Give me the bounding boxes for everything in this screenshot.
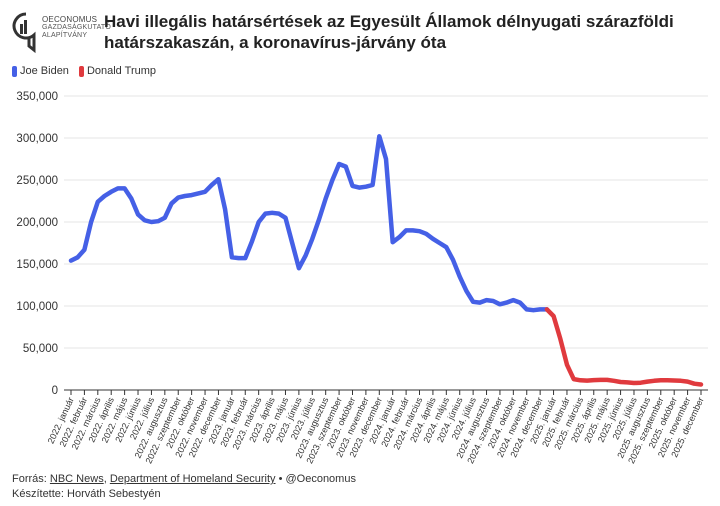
logo-mark-icon bbox=[12, 12, 36, 54]
chart-legend: Joe Biden Donald Trump bbox=[12, 65, 156, 77]
footer: Forrás: NBC News, Department of Homeland… bbox=[12, 472, 356, 502]
y-tick-label: 150,000 bbox=[16, 259, 58, 271]
y-tick-label: 250,000 bbox=[16, 175, 58, 187]
legend-item-biden: Joe Biden bbox=[12, 65, 69, 77]
author-credit: Készítette: Horváth Sebestyén bbox=[12, 488, 161, 500]
chart-title: Havi illegális határsértések az Egyesült… bbox=[104, 12, 674, 52]
y-tick-label: 300,000 bbox=[16, 133, 58, 145]
logo-line1: OECONOMUS bbox=[42, 15, 98, 24]
source-separator: , bbox=[103, 473, 107, 485]
source-link-dhs[interactable]: Department of Homeland Security bbox=[109, 473, 276, 485]
source-link-nbc[interactable]: NBC News bbox=[49, 473, 104, 485]
y-tick-label: 0 bbox=[52, 385, 58, 397]
legend-swatch-biden bbox=[12, 65, 17, 77]
y-tick-label: 100,000 bbox=[16, 301, 58, 313]
source-prefix: Forrás: bbox=[12, 473, 47, 485]
logo-line3: ALAPÍTVÁNY bbox=[42, 32, 88, 39]
line-chart: 0 50,000 100,000 150,000 200,000 250,000 300,0… bbox=[16, 91, 708, 465]
series-line-joe-biden bbox=[68, 134, 550, 313]
series-line-donald-trump bbox=[544, 307, 704, 387]
social-handle: • @Oeconomus bbox=[278, 473, 356, 485]
legend-swatch-trump bbox=[78, 65, 84, 77]
legend-label-biden: Joe Biden bbox=[20, 65, 69, 77]
oeconomus-logo: OECONOMUS GAZDASÁGKUTATÓ ALAPÍTVÁNY bbox=[12, 12, 111, 58]
legend-item-trump: Donald Trump bbox=[78, 65, 157, 77]
y-tick-label: 200,000 bbox=[16, 217, 58, 229]
y-tick-label: 350,000 bbox=[16, 91, 58, 103]
y-tick-label: 50,000 bbox=[23, 343, 58, 355]
logo-line2: GAZDASÁGKUTATÓ bbox=[42, 24, 112, 31]
legend-label-trump: Donald Trump bbox=[86, 65, 157, 77]
